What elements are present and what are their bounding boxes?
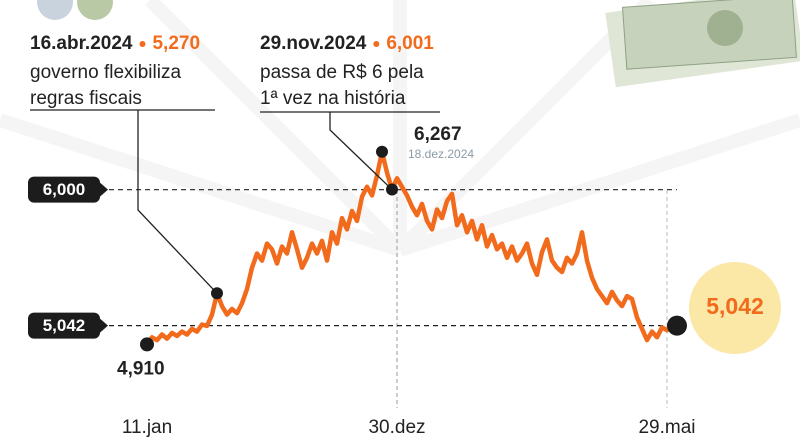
min-label: 4,910 xyxy=(117,358,165,379)
x-tick-label: 30.dez xyxy=(368,417,425,438)
highlight-circle xyxy=(689,262,781,354)
annotation-text: governo flexibiliza xyxy=(30,62,181,83)
rate-line xyxy=(145,149,674,346)
peak-dot xyxy=(376,145,388,158)
peak-date: 18.dez.2024 xyxy=(408,147,474,161)
annotation-value: 6,001 xyxy=(386,33,434,54)
y-tick-label: 6,000 xyxy=(43,180,86,199)
annotation: 16.abr.2024 5,270 governo flexibiliza regra… xyxy=(30,33,223,300)
bullet xyxy=(373,41,380,47)
avatars xyxy=(37,0,113,20)
tick-pill xyxy=(28,312,100,339)
last-dot xyxy=(667,315,687,336)
annotation-text: regras fiscais xyxy=(30,88,142,109)
annotation-dot xyxy=(211,287,223,300)
leader-line xyxy=(137,110,218,294)
x-tick-label: 11.jan xyxy=(122,417,172,438)
annotation-text: passa de R$ 6 pela xyxy=(260,62,424,83)
last-label: 5,042 xyxy=(706,293,764,319)
x-tick-label: 29.mai xyxy=(638,417,695,438)
annotation-value: 5,270 xyxy=(152,33,200,54)
leader-line xyxy=(329,112,393,191)
tick-pill-arrow xyxy=(100,182,108,197)
annotation-dot xyxy=(386,183,398,196)
annotation-date: 16.abr.2024 xyxy=(30,33,133,54)
min-dot xyxy=(140,337,154,352)
y-tick-label: 5,042 xyxy=(43,316,86,335)
tick-pill-arrow xyxy=(100,318,108,333)
annotation-text: 1ª vez na história xyxy=(260,88,406,109)
money-illustration xyxy=(605,0,800,88)
annotation: 29.nov.2024 6,001 passa de R$ 6 pela 1ª vez… xyxy=(260,33,440,196)
annotation-date: 29.nov.2024 xyxy=(260,33,367,54)
tick-pill xyxy=(28,176,100,203)
bullet xyxy=(139,41,146,47)
peak-label: 6,267 xyxy=(414,124,462,145)
